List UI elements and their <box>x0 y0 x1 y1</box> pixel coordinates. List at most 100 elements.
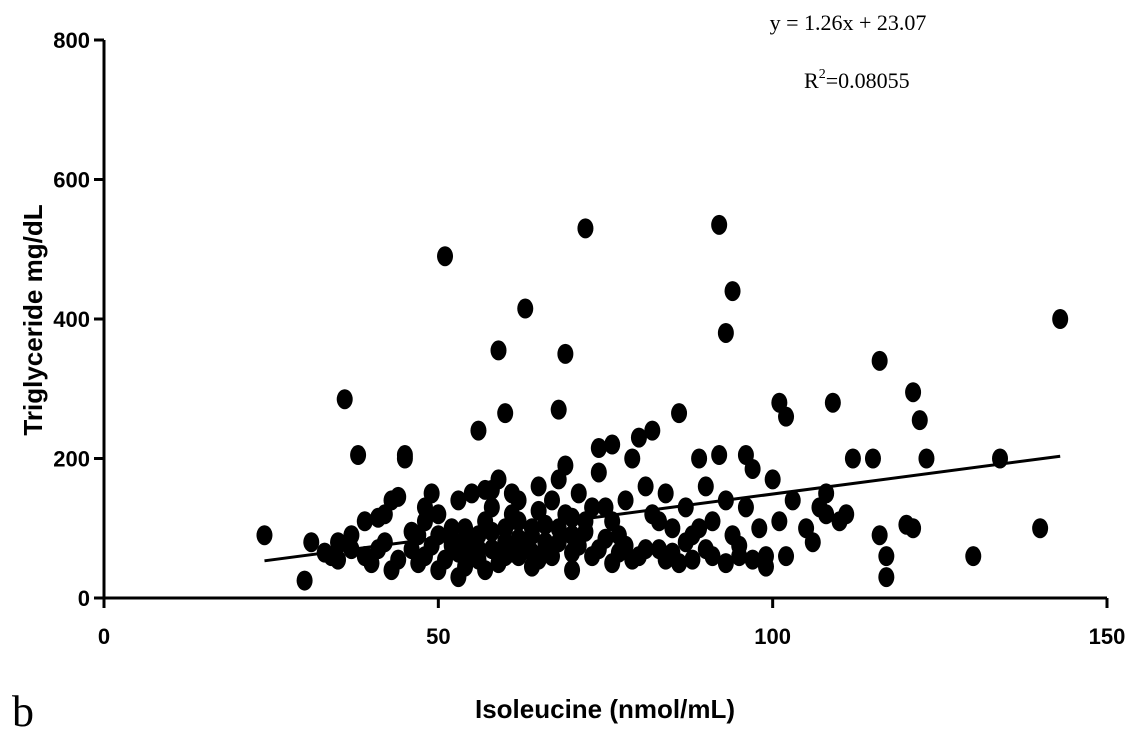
data-point <box>717 553 734 574</box>
y-ticks: 0 200 400 600 800 <box>53 28 104 611</box>
data-point <box>844 448 861 469</box>
x-axis-title: Isoleucine (nmol/mL) <box>475 694 735 724</box>
data-point <box>503 504 520 525</box>
data-point <box>691 518 708 539</box>
data-point <box>544 490 561 511</box>
data-point <box>911 410 928 431</box>
data-point <box>757 556 774 577</box>
data-point <box>430 504 447 525</box>
data-point <box>410 553 427 574</box>
data-point <box>764 469 781 490</box>
data-point <box>403 521 420 542</box>
x-tick-label: 50 <box>426 624 450 649</box>
data-point <box>965 546 982 567</box>
data-point <box>784 490 801 511</box>
data-point <box>497 546 514 567</box>
data-point <box>731 535 748 556</box>
data-point <box>470 420 487 441</box>
data-point <box>864 448 881 469</box>
r-squared-value: =0.08055 <box>826 68 910 93</box>
data-point <box>477 479 494 500</box>
data-point <box>577 521 594 542</box>
data-point <box>356 511 373 532</box>
data-point <box>336 389 353 410</box>
data-point <box>630 427 647 448</box>
data-point <box>497 403 514 424</box>
data-point <box>744 458 761 479</box>
data-point <box>416 511 433 532</box>
x-tick-label: 150 <box>1089 624 1126 649</box>
data-point <box>724 281 741 302</box>
data-point <box>550 399 567 420</box>
y-tick-label: 0 <box>78 586 90 611</box>
data-point <box>564 560 581 581</box>
data-point <box>711 445 728 466</box>
data-point <box>570 483 587 504</box>
data-point <box>717 322 734 343</box>
data-point <box>778 546 795 567</box>
data-point <box>671 403 688 424</box>
data-point <box>523 525 540 546</box>
data-point <box>330 532 347 553</box>
data-point <box>818 504 835 525</box>
regression-line <box>264 454 1061 563</box>
data-point <box>590 438 607 459</box>
data-point <box>1032 518 1049 539</box>
data-point <box>590 462 607 483</box>
data-point <box>637 476 654 497</box>
data-point <box>356 546 373 567</box>
data-point <box>684 549 701 570</box>
data-point <box>530 476 547 497</box>
data-point <box>838 504 855 525</box>
data-point <box>370 539 387 560</box>
data-point <box>624 549 641 570</box>
x-tick-label: 0 <box>98 624 110 649</box>
data-point <box>564 507 581 528</box>
data-point <box>343 525 360 546</box>
data-point <box>557 455 574 476</box>
data-point <box>871 350 888 371</box>
data-point <box>350 445 367 466</box>
data-point <box>376 504 393 525</box>
data-point <box>691 448 708 469</box>
data-point <box>537 539 554 560</box>
x-tick-label: 100 <box>754 624 791 649</box>
data-point <box>644 420 661 441</box>
data-point <box>443 535 460 556</box>
data-point <box>597 528 614 549</box>
data-point <box>918 448 935 469</box>
data-point <box>664 542 681 563</box>
data-point <box>396 448 413 469</box>
y-tick-label: 600 <box>53 168 90 193</box>
data-point <box>751 518 768 539</box>
y-tick-label: 400 <box>53 307 90 332</box>
y-tick-label: 800 <box>53 28 90 53</box>
data-point <box>617 490 634 511</box>
data-point <box>457 528 474 549</box>
data-point <box>523 542 540 563</box>
data-points <box>256 214 1069 591</box>
data-point <box>330 549 347 570</box>
data-point <box>557 343 574 364</box>
data-point <box>804 532 821 553</box>
data-point <box>450 490 467 511</box>
data-point <box>470 539 487 560</box>
data-point <box>778 406 795 427</box>
data-point <box>771 511 788 532</box>
data-point <box>390 486 407 507</box>
r-squared-symbol: R <box>804 68 819 93</box>
data-point <box>550 532 567 553</box>
data-point <box>657 483 674 504</box>
data-point <box>443 518 460 539</box>
data-point <box>463 483 480 504</box>
data-point <box>517 298 534 319</box>
data-point <box>584 497 601 518</box>
data-point <box>457 556 474 577</box>
data-point <box>490 469 507 490</box>
data-point <box>510 528 527 549</box>
data-point <box>1052 309 1069 329</box>
data-point <box>303 532 320 553</box>
data-point <box>677 532 694 553</box>
x-ticks: 0 50 100 150 <box>98 598 1125 649</box>
